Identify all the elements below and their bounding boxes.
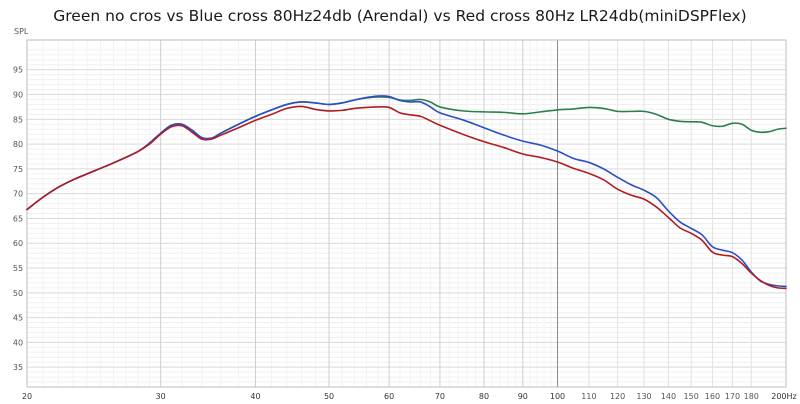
x-axis-end-label: 200Hz xyxy=(771,392,796,401)
y-tick-label: 95 xyxy=(13,66,23,75)
x-tick-label: 150 xyxy=(684,392,699,401)
plot-area: 35 40 45 50 55 60 65 70 75 80 85 90 95 20 30 40 50 60 70 80… xyxy=(13,39,797,401)
x-tick-label: 60 xyxy=(384,392,394,401)
x-tick-label: 50 xyxy=(324,392,334,401)
y-tick-label: 75 xyxy=(13,165,23,174)
y-tick-label: 50 xyxy=(13,289,23,298)
x-tick-label: 30 xyxy=(156,392,166,401)
x-tick-label: 180 xyxy=(744,392,759,401)
x-tick-label: 120 xyxy=(610,392,625,401)
x-tick-label: 20 xyxy=(22,392,32,401)
series-line-red xyxy=(26,105,787,290)
y-tick-label: 90 xyxy=(13,91,23,100)
y-tick-label: 35 xyxy=(13,363,23,372)
y-tick-label: 60 xyxy=(13,239,23,248)
y-tick-label: 55 xyxy=(13,264,23,273)
plot-frame xyxy=(26,39,787,388)
y-axis-label: SPL xyxy=(14,27,29,36)
x-tick-label: 80 xyxy=(479,392,489,401)
chart-title: Green no cros vs Blue cross 80Hz24db (Ar… xyxy=(53,7,746,25)
x-tick-label: 140 xyxy=(661,392,676,401)
series-line-blue xyxy=(26,95,787,288)
y-tick-label: 80 xyxy=(13,140,23,149)
y-tick-label: 65 xyxy=(13,214,23,223)
x-tick-label: 160 xyxy=(705,392,720,401)
y-tick-label: 85 xyxy=(13,115,23,124)
x-tick-label: 110 xyxy=(581,392,596,401)
x-tick-label: 90 xyxy=(518,392,528,401)
x-tick-label: 40 xyxy=(250,392,260,401)
x-tick-label: 170 xyxy=(725,392,740,401)
y-tick-label: 70 xyxy=(13,190,23,199)
x-tick-label: 100 xyxy=(550,392,565,401)
y-tick-label: 40 xyxy=(13,338,23,347)
y-tick-label: 45 xyxy=(13,314,23,323)
x-tick-label: 130 xyxy=(636,392,651,401)
x-tick-label: 70 xyxy=(435,392,445,401)
